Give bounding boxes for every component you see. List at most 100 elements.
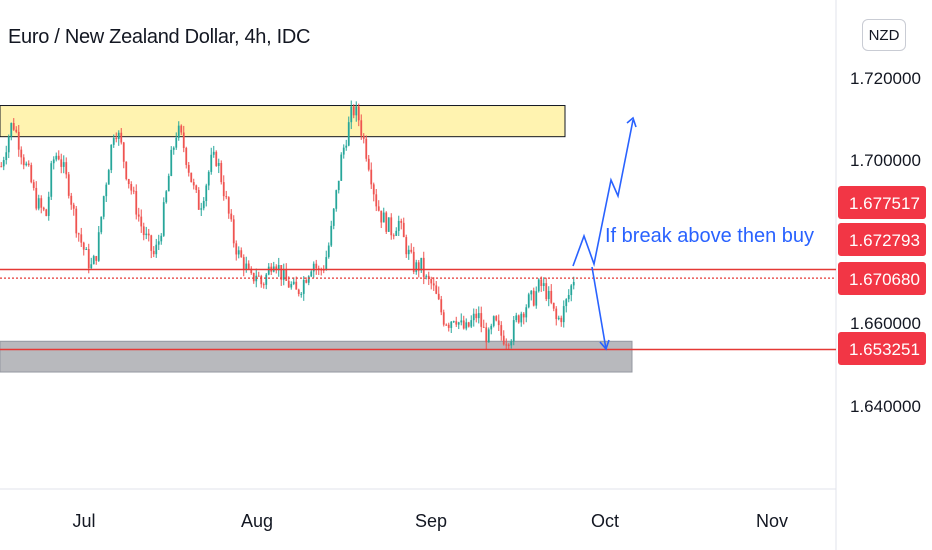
candle-body [302, 279, 305, 294]
candle-body [332, 208, 335, 226]
candle-body [207, 171, 210, 186]
candle-body [310, 271, 313, 277]
candle-body [517, 315, 520, 323]
price-badge-label: 1.672793 [849, 231, 920, 250]
candle-body [145, 233, 148, 236]
candle-body [105, 184, 108, 197]
candle-body [237, 250, 240, 255]
candle-body [250, 268, 253, 273]
candle-body [60, 159, 63, 167]
candle-body [180, 125, 183, 133]
candle-body [385, 212, 388, 232]
candle-body [30, 165, 33, 183]
candle-body [410, 249, 413, 252]
candle-body [152, 250, 155, 255]
candle-body [545, 283, 548, 300]
candle-body [167, 175, 170, 192]
candle-body [242, 257, 245, 270]
price-badge[interactable] [838, 186, 926, 219]
candle-body [0, 166, 3, 168]
candle-body [337, 180, 340, 191]
chart-annotation[interactable]: If break above then buy [605, 225, 814, 247]
x-tick-label: Jul [72, 511, 95, 531]
candle-body [450, 321, 453, 328]
candle-body [7, 136, 10, 153]
candle-body [532, 290, 535, 306]
candle-body [522, 313, 525, 318]
candle-body [147, 233, 150, 236]
candle-body [352, 106, 355, 116]
candle-body [125, 161, 128, 180]
candle-body [187, 164, 190, 173]
candle-body [402, 222, 405, 238]
candle-body [32, 182, 35, 188]
candle-body [285, 269, 288, 281]
candle-body [567, 295, 570, 300]
candle-body [520, 313, 523, 323]
candle-body [275, 266, 278, 271]
candle-body [555, 308, 558, 320]
candle-body [222, 182, 225, 197]
candle-body [232, 219, 235, 244]
candle-body [280, 265, 283, 280]
candle-body [172, 147, 175, 150]
candle-body [297, 289, 300, 295]
candle-body [347, 122, 350, 146]
candle-body [205, 185, 208, 202]
candle-body [155, 244, 158, 255]
candle-body [150, 235, 153, 251]
currency-button[interactable]: NZD [862, 19, 906, 51]
candle-body [45, 209, 48, 216]
price-badge[interactable] [838, 223, 926, 256]
candle-body [175, 137, 178, 148]
candle-body [230, 213, 233, 220]
resistance-zone[interactable] [0, 105, 566, 138]
candle-body [500, 325, 503, 336]
candle-body [55, 155, 58, 160]
candle-body [215, 151, 218, 166]
candle-body [2, 160, 5, 167]
candle-body [65, 162, 68, 175]
candle-body [372, 184, 375, 195]
candle-body [82, 242, 85, 250]
candle-body [67, 174, 70, 196]
candle-body [572, 281, 575, 286]
candle-body [50, 163, 53, 197]
bullish-projection-line[interactable] [572, 119, 634, 267]
bearish-projection-line[interactable] [591, 266, 607, 350]
candle-body [550, 290, 553, 303]
candle-body [15, 129, 18, 132]
candle-body [77, 233, 80, 235]
candle-body [75, 208, 78, 234]
candle-body [485, 327, 488, 343]
candle-body [475, 313, 478, 319]
candle-body [437, 293, 440, 300]
candle-body [70, 195, 73, 205]
price-badge[interactable] [838, 332, 926, 365]
candle-body [190, 172, 193, 183]
candle-body [22, 157, 25, 166]
candle-body [357, 106, 360, 121]
candle-body [370, 169, 373, 185]
price-badge-label: 1.670680 [849, 270, 920, 289]
candle-body [97, 232, 100, 261]
candle-body [40, 198, 43, 208]
candle-body [350, 106, 353, 123]
candle-body [330, 225, 333, 246]
candle-body [210, 154, 213, 172]
candle-body [340, 154, 343, 181]
candle-body [72, 204, 75, 209]
candle-body [362, 135, 365, 139]
price-badge[interactable] [838, 262, 926, 295]
candle-body [327, 245, 330, 258]
candle-body [122, 142, 125, 162]
candle-body [325, 257, 328, 270]
support-zone[interactable] [0, 340, 633, 373]
candle-body [570, 285, 573, 296]
candle-body [265, 274, 268, 285]
candle-body [377, 206, 380, 211]
candle-body [300, 293, 303, 295]
candle-body [185, 147, 188, 165]
candle-body [127, 179, 130, 185]
